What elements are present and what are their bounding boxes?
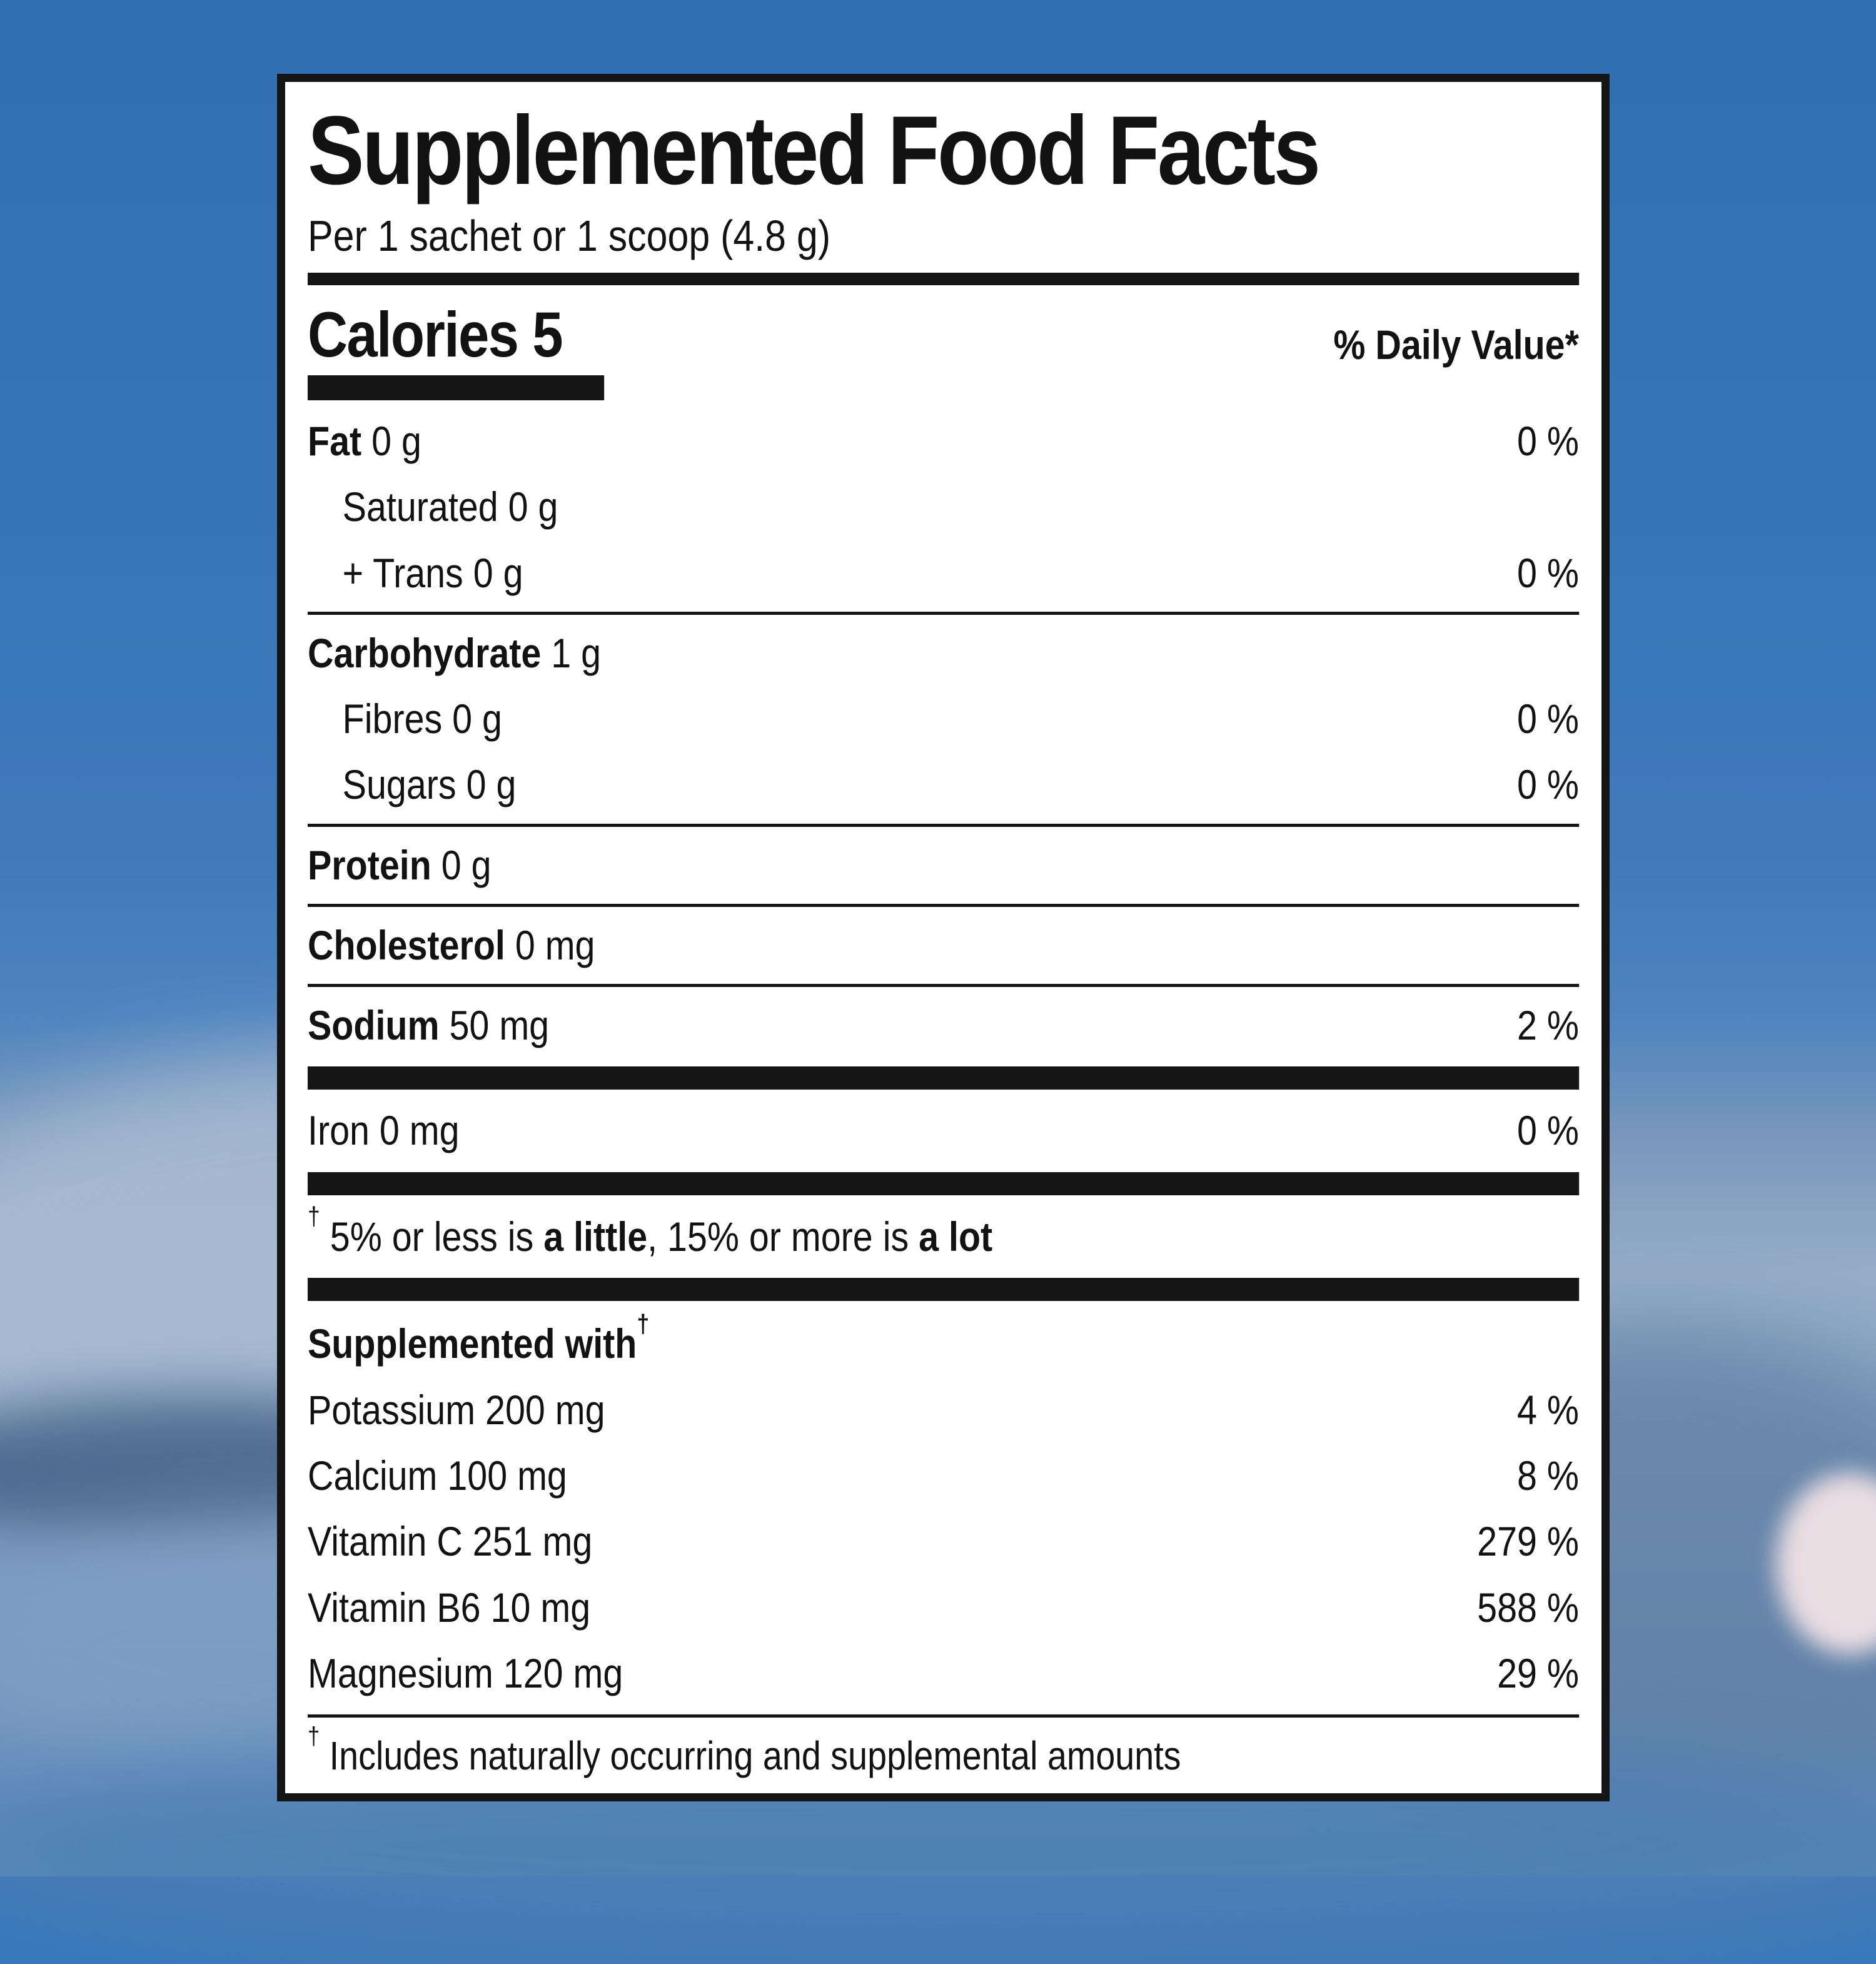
divider [308,823,1579,827]
footnote-included-amounts: † Includes naturally occurring and suppl… [308,1722,1181,1779]
dagger-sup: † [308,1202,320,1231]
nutrient-name: Saturated 0 g [342,483,558,530]
thick-divider [308,1278,1579,1302]
supplemented-row-vitamin-c: Vitamin C 251 mg 279 % [308,1519,1579,1564]
daily-value: 279 % [1477,1518,1579,1565]
supplemented-row-potassium: Potassium 200 mg 4 % [308,1386,1579,1433]
daily-value: 0 % [1516,1107,1579,1154]
nutrient-name: + Trans 0 g [342,549,523,596]
daily-value: 2 % [1516,1002,1579,1049]
dagger-sup: † [308,1722,320,1750]
daily-value: 0 % [1516,417,1579,464]
nutrient-name: Iron 0 mg [308,1107,460,1154]
nutrient-row-fibres: Fibres 0 g 0 % [308,696,1579,742]
divider [308,1714,1579,1718]
nutrient-name: Protein 0 g [308,841,492,888]
divider [308,611,1579,615]
separator-bar-top [308,272,1579,285]
calories-underline-bar [308,375,605,400]
daily-value: 0 % [1516,696,1579,742]
supplemented-heading: Supplemented with† [308,1308,650,1367]
divider [308,984,1579,988]
nutrient-row-carbohydrate: Carbohydrate 1 g [308,629,1579,676]
nutrient-row-fat: Fat 0 g 0 % [308,417,1579,464]
nutrient-name: Sugars 0 g [342,761,517,808]
daily-value: 4 % [1516,1386,1579,1433]
nutrient-row-iron: Iron 0 mg 0 % [308,1108,1579,1153]
calories-row: Calories 5 % Daily Value* [308,303,1579,367]
nutrient-row-cholesterol: Cholesterol 0 mg [308,923,1579,968]
label-title: Supplemented Food Facts [308,96,1321,205]
footnote-dv-scale: † 5% or less is a little, 15% or more is… [308,1202,993,1260]
nutrient-name: Magnesium 120 mg [308,1649,623,1696]
daily-value: 0 % [1516,549,1579,596]
supplemented-row-calcium: Calcium 100 mg 8 % [308,1452,1579,1499]
nutrient-row-sodium: Sodium 50 mg 2 % [308,1003,1579,1048]
nutrient-name: Cholesterol 0 mg [308,921,595,968]
serving-size: Per 1 sachet or 1 scoop (4.8 g) [308,211,831,261]
daily-value: 29 % [1497,1649,1579,1696]
nutrient-name: Potassium 200 mg [308,1386,605,1433]
nutrient-row-sugars: Sugars 0 g 0 % [308,762,1579,807]
daily-value: 0 % [1516,761,1579,808]
supplemented-row-vitamin-b6: Vitamin B6 10 mg 588 % [308,1584,1579,1631]
daily-value: 8 % [1516,1452,1579,1499]
dagger-sup: † [637,1308,650,1338]
supplemented-food-facts-label: Supplemented Food Facts Per 1 sachet or … [277,74,1610,1801]
daily-value: 588 % [1477,1584,1579,1631]
divider [308,903,1579,907]
nutrient-row-protein: Protein 0 g [308,843,1579,888]
nutrient-name: Sodium 50 mg [308,1002,550,1049]
supplemented-row-magnesium: Magnesium 120 mg 29 % [308,1651,1579,1696]
nutrient-name: Fibres 0 g [342,696,502,742]
daily-value-header: % Daily Value* [1333,321,1579,368]
nutrient-row-saturated: Saturated 0 g [308,485,1579,529]
nutrient-name: Carbohydrate 1 g [308,629,602,676]
nutrient-name: Fat 0 g [308,417,421,464]
label-inner: Supplemented Food Facts Per 1 sachet or … [285,82,1601,1793]
thick-divider [308,1172,1579,1195]
nutrient-name: Calcium 100 mg [308,1452,567,1499]
thick-divider [308,1066,1579,1090]
nutrient-name: Vitamin C 251 mg [308,1518,593,1565]
calories-label: Calories 5 [308,298,563,370]
nutrient-row-trans: + Trans 0 g 0 % [308,549,1579,596]
nutrient-name: Vitamin B6 10 mg [308,1584,591,1631]
